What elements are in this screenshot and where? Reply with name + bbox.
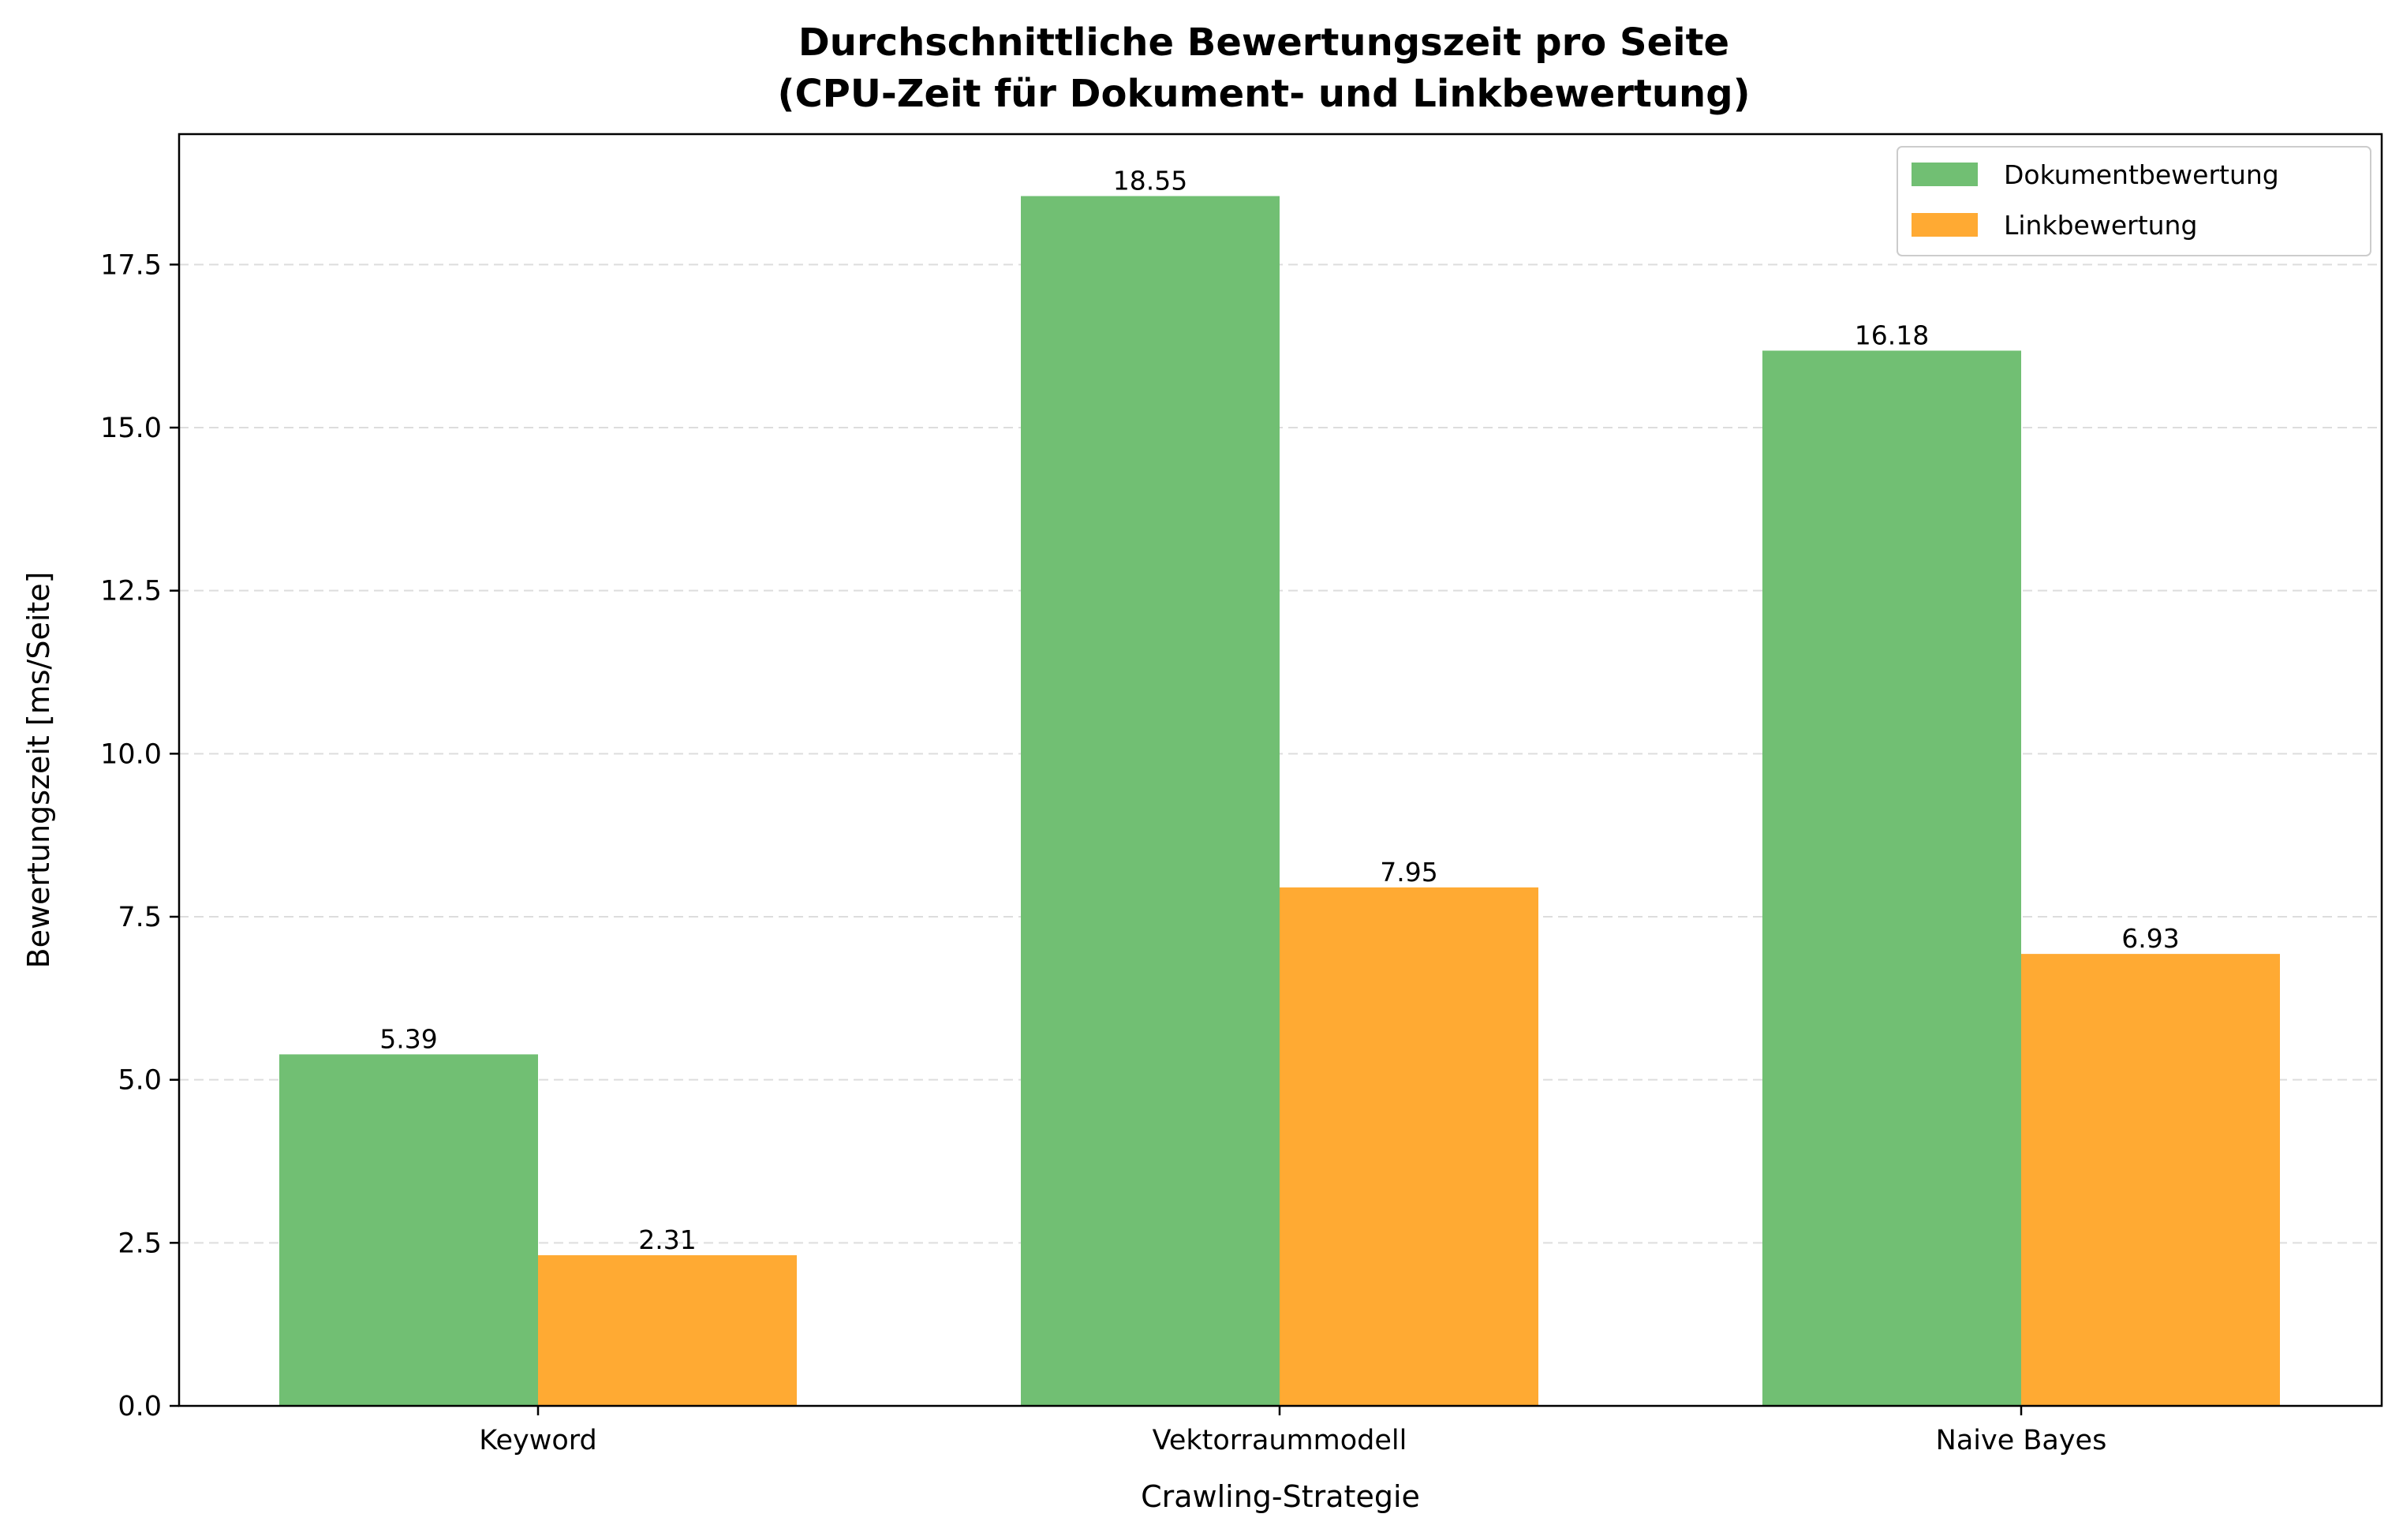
y-tick-label: 7.5 bbox=[118, 902, 162, 933]
bar-value-label: 2.31 bbox=[638, 1224, 696, 1255]
bar-linkbewertung bbox=[1280, 887, 1538, 1406]
x-tick-label: Keyword bbox=[479, 1425, 597, 1456]
y-tick-label: 5.0 bbox=[118, 1065, 162, 1097]
value-labels: 5.39 2.31 18.55 7.95 16.18 6.93 bbox=[379, 166, 2179, 1256]
bar-value-label: 5.39 bbox=[379, 1023, 437, 1054]
bar-value-label: 6.93 bbox=[2121, 923, 2179, 954]
y-tick-label: 10.0 bbox=[100, 738, 162, 770]
legend-label: Dokumentbewertung bbox=[2004, 159, 2279, 190]
legend: Dokumentbewertung Linkbewertung bbox=[1897, 146, 2371, 256]
chart-subtitle: (CPU-Zeit für Dokument- und Linkbewertun… bbox=[778, 72, 1751, 116]
legend-swatch bbox=[1912, 163, 1978, 186]
x-tick-label: Vektorraummodell bbox=[1153, 1425, 1407, 1456]
bar-linkbewertung bbox=[2021, 954, 2280, 1406]
bar-value-label: 16.18 bbox=[1855, 320, 1929, 350]
legend-frame bbox=[1897, 146, 2371, 256]
bars-group bbox=[279, 196, 2280, 1407]
y-tick-label: 15.0 bbox=[100, 413, 162, 444]
bar-dokumentbewertung bbox=[1021, 196, 1280, 1407]
bar-linkbewertung bbox=[538, 1255, 797, 1406]
bar-value-label: 18.55 bbox=[1113, 166, 1187, 196]
y-tick-label: 12.5 bbox=[100, 576, 162, 607]
bar-dokumentbewertung bbox=[279, 1054, 538, 1406]
legend-swatch bbox=[1912, 213, 1978, 237]
legend-label: Linkbewertung bbox=[2004, 210, 2197, 241]
x-axis-label: Crawling-Strategie bbox=[1141, 1479, 1420, 1514]
y-tick-label: 0.0 bbox=[118, 1391, 162, 1422]
x-tick-label: Naive Bayes bbox=[1936, 1425, 2107, 1456]
y-tick-label: 17.5 bbox=[100, 249, 162, 281]
chart-title: Durchschnittliche Bewertungszeit pro Sei… bbox=[798, 21, 1729, 65]
bar-value-label: 7.95 bbox=[1380, 857, 1437, 888]
bar-dokumentbewertung bbox=[1762, 350, 2021, 1406]
y-tick-label: 2.5 bbox=[118, 1228, 162, 1259]
y-axis: 0.0 2.5 5.0 7.5 10.0 12.5 15.0 17.5 bbox=[100, 249, 179, 1422]
x-axis: Keyword Vektorraummodell Naive Bayes bbox=[479, 1406, 2106, 1456]
y-axis-label: Bewertungszeit [ms/Seite] bbox=[21, 572, 56, 969]
